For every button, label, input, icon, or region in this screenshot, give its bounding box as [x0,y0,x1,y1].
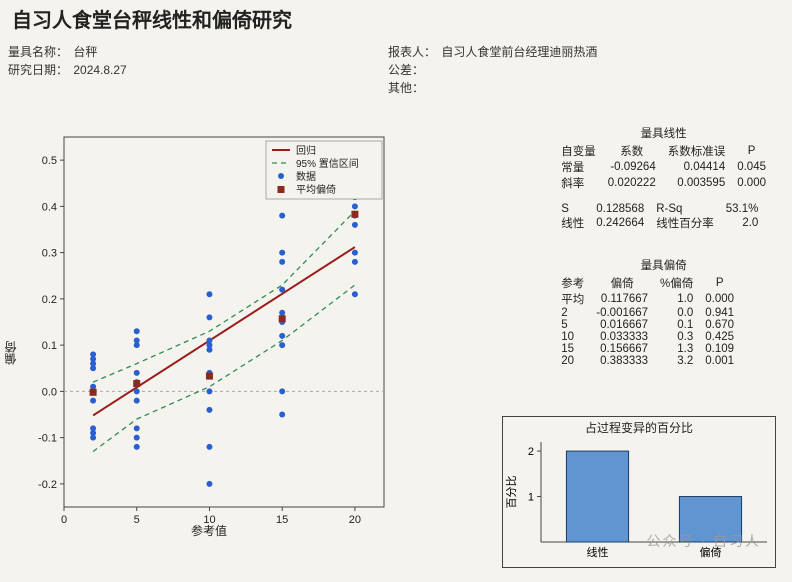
table-row: 100.0333330.30.425 [555,331,740,343]
svg-text:0.5: 0.5 [42,155,57,167]
svg-text:2: 2 [528,446,534,458]
svg-text:5: 5 [134,514,140,526]
table-row: 斜率 0.020222 0.003595 0.000 [555,175,772,191]
table-row: 平均0.1176671.00.000 [555,291,740,307]
bar-chart: 占过程变异的百分比 12百分比线性偏倚 公众号 · 自习人 [502,416,776,568]
stats-tables: 量具线性 自变量 系数 系数标准误 P 常量 -0.09264 0.04414 … [555,123,772,367]
watermark: 公众号 · 自习人 [647,531,761,551]
th-bias: 偏倚 [590,275,654,291]
gauge-name-value: 台秤 [73,43,97,61]
misc-label: 其他： [388,79,438,97]
th-p: P [731,143,772,159]
svg-text:-0.2: -0.2 [38,479,57,491]
barchart-title: 占过程变异的百分比 [503,419,775,436]
th-p2: P [699,275,740,291]
tolerance-label: 公差： [388,61,438,79]
table-row: 常量 -0.09264 0.04414 0.045 [555,159,772,175]
svg-text:0.1: 0.1 [42,340,57,352]
th-coef: 系数 [602,143,662,159]
bias-table: 参考 偏倚 %偏倚 P 平均0.1176671.00.000 2-0.00166… [555,275,740,367]
svg-text:0.3: 0.3 [42,248,57,260]
table-row: 50.0166670.10.670 [555,319,740,331]
scatter-svg: 05101520-0.2-0.10.00.10.20.30.40.5回归95% … [24,127,394,537]
scatter-chart: 05101520-0.2-0.10.00.10.20.30.40.5回归95% … [24,127,394,537]
page-title: 自习人食堂台秤线性和偏倚研究 [0,0,792,43]
th-var: 自变量 [555,143,602,159]
linearity-extra: S 0.128568 R-Sq 53.1% 线性 0.242664 线性百分率 … [555,203,764,231]
svg-text:1: 1 [528,492,534,504]
reporter-value: 自习人食堂前台经理迪丽热酒 [441,43,597,61]
th-se: 系数标准误 [662,143,732,159]
gauge-name-label: 量具名称： [8,43,70,61]
linearity-title: 量具线性 [555,125,772,141]
svg-text:0.0: 0.0 [42,386,57,398]
svg-text:0.2: 0.2 [42,294,57,306]
svg-text:线性: 线性 [587,545,609,559]
th-pct: %偏倚 [654,275,699,291]
table-row: 2-0.0016670.00.941 [555,307,740,319]
svg-text:95% 置信区间: 95% 置信区间 [296,157,359,170]
svg-text:0.4: 0.4 [42,201,57,213]
svg-text:20: 20 [349,514,361,526]
reporter-label: 报表人： [388,43,438,61]
scatter-y-label: 偏倚 [2,341,19,365]
th-ref: 参考 [555,275,590,291]
svg-text:回归: 回归 [296,144,316,157]
svg-text:平均偏倚: 平均偏倚 [296,183,336,196]
table-row: 200.3833333.20.001 [555,355,740,367]
svg-text:百分比: 百分比 [505,476,518,509]
meta-block: 量具名称： 台秤 研究日期： 2024.8.27 报表人： 自习人食堂前台经理迪… [0,43,792,97]
bias-title: 量具偏倚 [555,257,772,273]
svg-text:0: 0 [61,514,67,526]
study-date-label: 研究日期： [8,61,70,79]
table-row: 150.1566671.30.109 [555,343,740,355]
scatter-x-label: 参考值 [191,522,227,539]
study-date-value: 2024.8.27 [73,61,126,79]
svg-text:数据: 数据 [296,170,316,183]
linearity-table: 自变量 系数 系数标准误 P 常量 -0.09264 0.04414 0.045… [555,143,772,191]
svg-text:-0.1: -0.1 [38,433,57,445]
svg-text:15: 15 [276,514,288,526]
